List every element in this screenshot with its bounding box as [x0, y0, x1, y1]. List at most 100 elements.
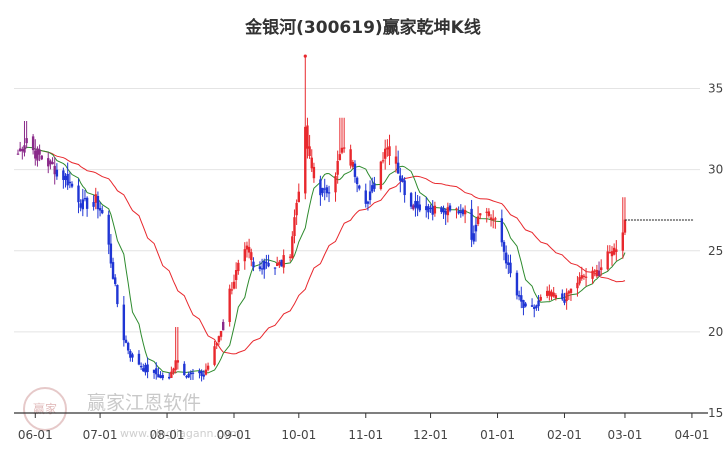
x-tick-label: 12-01 — [413, 428, 448, 442]
candle-body — [470, 208, 473, 240]
candle-body — [565, 292, 568, 302]
candle-body — [429, 207, 432, 210]
candle-body — [263, 260, 266, 270]
candle-body — [137, 353, 141, 365]
candle-body — [38, 149, 41, 155]
x-tick-label: 08-01 — [150, 428, 185, 442]
candle-body — [321, 187, 324, 194]
candle-body — [172, 368, 175, 373]
y-tick-label: 20 — [708, 325, 723, 339]
candle-body — [623, 219, 627, 233]
ma-short-line — [24, 146, 626, 374]
candle-body — [396, 162, 400, 174]
candle-body — [591, 270, 594, 279]
candle-body — [159, 375, 162, 378]
candle-body — [312, 166, 316, 179]
candle-body — [278, 261, 281, 266]
candle-body — [455, 208, 458, 210]
candle-body — [463, 210, 467, 215]
candle-body — [355, 177, 359, 185]
candle-body — [373, 183, 376, 189]
candle-body — [152, 369, 156, 373]
candle-body — [342, 147, 346, 149]
candle-body — [414, 200, 417, 208]
axes: 15 20 25 30 35 06-01 07-01 08-01 09-01 10-01 11-01… — [14, 82, 723, 442]
candle-body — [77, 185, 80, 203]
candle-body — [64, 175, 67, 181]
candle-body — [492, 218, 495, 221]
candle-body — [245, 245, 249, 250]
candle-body — [200, 371, 203, 376]
candle-body — [554, 295, 558, 299]
candle-body — [129, 351, 132, 358]
candle-body — [386, 147, 389, 150]
x-tick-label: 06-01 — [18, 428, 53, 442]
candle-body — [561, 293, 564, 300]
candle-body — [185, 376, 188, 378]
candle-body — [122, 304, 126, 341]
candle-body — [247, 246, 251, 253]
candle-body — [612, 247, 616, 255]
candle-body — [98, 208, 102, 211]
candle-body — [168, 376, 171, 379]
candle-body — [394, 156, 398, 164]
candle-body — [548, 290, 551, 296]
candle-body — [444, 210, 447, 215]
candle-body — [358, 185, 361, 189]
candle-body — [273, 267, 277, 269]
candle-body — [472, 233, 475, 242]
candle-body — [371, 185, 374, 192]
candle-body — [111, 262, 115, 279]
candle-body — [522, 300, 525, 308]
candle-body — [204, 369, 208, 375]
candle-body — [442, 208, 445, 213]
candle-body — [546, 290, 549, 296]
candle-body — [489, 217, 493, 220]
candle-body — [109, 243, 113, 264]
candle-body — [479, 213, 482, 216]
candle-body — [219, 330, 223, 337]
candle-body — [336, 160, 339, 175]
x-tick-label: 04-01 — [674, 428, 709, 442]
candle-body — [595, 269, 599, 277]
candle-body — [433, 205, 437, 214]
candle-body — [291, 236, 294, 259]
x-tick-label: 01-01 — [480, 428, 515, 442]
candle-body — [569, 288, 573, 293]
candle-body — [157, 374, 160, 378]
candle-body — [53, 165, 56, 175]
candle-body — [388, 146, 391, 157]
candle-body — [304, 126, 307, 194]
chart-title: 金银河(300619)赢家乾坤K线 — [244, 17, 481, 38]
ma-long-line — [39, 149, 626, 355]
candle-body — [600, 267, 603, 271]
candle-body — [189, 372, 192, 375]
candle-body — [507, 262, 510, 265]
candle-body — [334, 175, 337, 193]
candle-body — [276, 263, 279, 267]
y-tick-label: 35 — [708, 82, 723, 96]
candle-body — [504, 252, 508, 264]
candle-body — [440, 207, 443, 212]
candle-body — [461, 209, 465, 215]
candle-body — [237, 262, 240, 272]
candle-body — [155, 368, 158, 375]
x-tick-label: 07-01 — [83, 428, 118, 442]
candle-body — [250, 252, 253, 261]
candles — [16, 54, 627, 382]
candle-body — [66, 173, 69, 186]
candle-body — [68, 181, 72, 184]
x-tick-label: 11-01 — [348, 428, 383, 442]
candle-body — [608, 252, 612, 254]
candle-body — [174, 360, 177, 370]
candle-body — [293, 217, 296, 237]
candle-body — [401, 178, 404, 182]
candle-body — [474, 224, 478, 232]
moving-averages — [24, 146, 626, 374]
candle-body — [368, 191, 372, 201]
candle-body — [593, 270, 596, 272]
candle-body — [79, 203, 82, 208]
candle-body — [36, 148, 39, 161]
candle-body — [399, 175, 402, 181]
candle-body — [40, 155, 43, 160]
